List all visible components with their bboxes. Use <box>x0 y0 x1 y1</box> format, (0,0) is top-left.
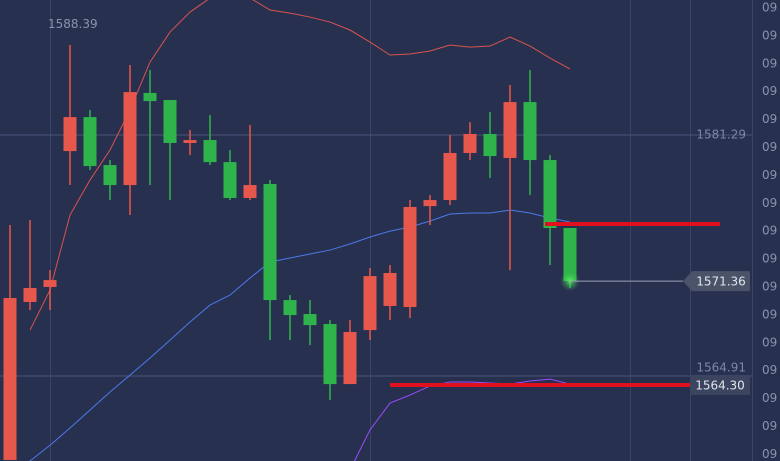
candle-body <box>463 134 477 153</box>
candle-body <box>263 184 277 301</box>
right-axis-label: 09 <box>762 391 777 405</box>
right-axis-label: 09 <box>762 447 777 461</box>
right-axis-label: 09 <box>762 112 777 126</box>
right-axis-label: 09 <box>762 28 777 42</box>
candle-body <box>563 227 577 282</box>
candle-body <box>103 165 117 186</box>
right-axis-label: 09 <box>762 1 777 15</box>
band-line <box>353 378 571 461</box>
candle-body <box>3 298 17 460</box>
candle-body <box>83 117 97 167</box>
candle-body <box>143 92 157 102</box>
candle-body <box>43 280 57 287</box>
candle-body <box>163 100 177 143</box>
candle-body <box>503 102 517 158</box>
candle-body <box>223 162 237 198</box>
right-axis-label: 09 <box>762 252 777 266</box>
candle-body <box>523 102 537 161</box>
current-price-box <box>683 271 750 292</box>
candle-body <box>343 331 357 385</box>
plot-area: 1588.39 <box>0 0 752 461</box>
right-axis-label: 09 <box>762 168 777 182</box>
right-axis-label: 09 <box>762 280 777 294</box>
right-axis-label: 09 <box>762 84 777 98</box>
candle-body <box>403 206 417 307</box>
overlay: 1581.29 1564.91 1564.30 1571.36 09 09 09 09 09 09… <box>390 1 777 461</box>
candle-body <box>243 185 257 198</box>
level-label: 1564.30 <box>695 378 745 392</box>
right-axis-label: 09 <box>762 363 777 377</box>
right-axis-label: 09 <box>762 307 777 321</box>
candle-body <box>383 273 397 306</box>
level-label-box <box>690 374 750 395</box>
candle-body <box>423 200 437 207</box>
candle-body <box>543 160 557 228</box>
band-line <box>29 0 571 331</box>
candle-body <box>183 140 197 143</box>
candle-body <box>23 288 37 302</box>
candle-body <box>303 314 317 326</box>
candle-body <box>483 134 497 157</box>
candle-body <box>203 140 217 163</box>
candle-body <box>63 117 77 152</box>
candle-body <box>323 324 337 385</box>
right-axis-label: 09 <box>762 224 777 238</box>
right-axis-label: 09 <box>762 140 777 154</box>
right-axis-label: 09 <box>762 335 777 349</box>
band-line <box>28 209 571 461</box>
current-price-label: 1571.36 <box>696 275 746 289</box>
right-axis-label: 09 <box>762 56 777 70</box>
right-axis-label: 09 <box>762 419 777 433</box>
reference-label: 1564.91 <box>696 360 746 374</box>
right-axis-label: 09 <box>762 196 777 210</box>
reference-label: 1581.29 <box>696 128 746 142</box>
candle-body <box>363 276 377 331</box>
high-label: 1588.39 <box>48 17 98 31</box>
candle-body <box>283 300 297 316</box>
candle-body <box>123 92 137 186</box>
candle-body <box>443 152 457 201</box>
